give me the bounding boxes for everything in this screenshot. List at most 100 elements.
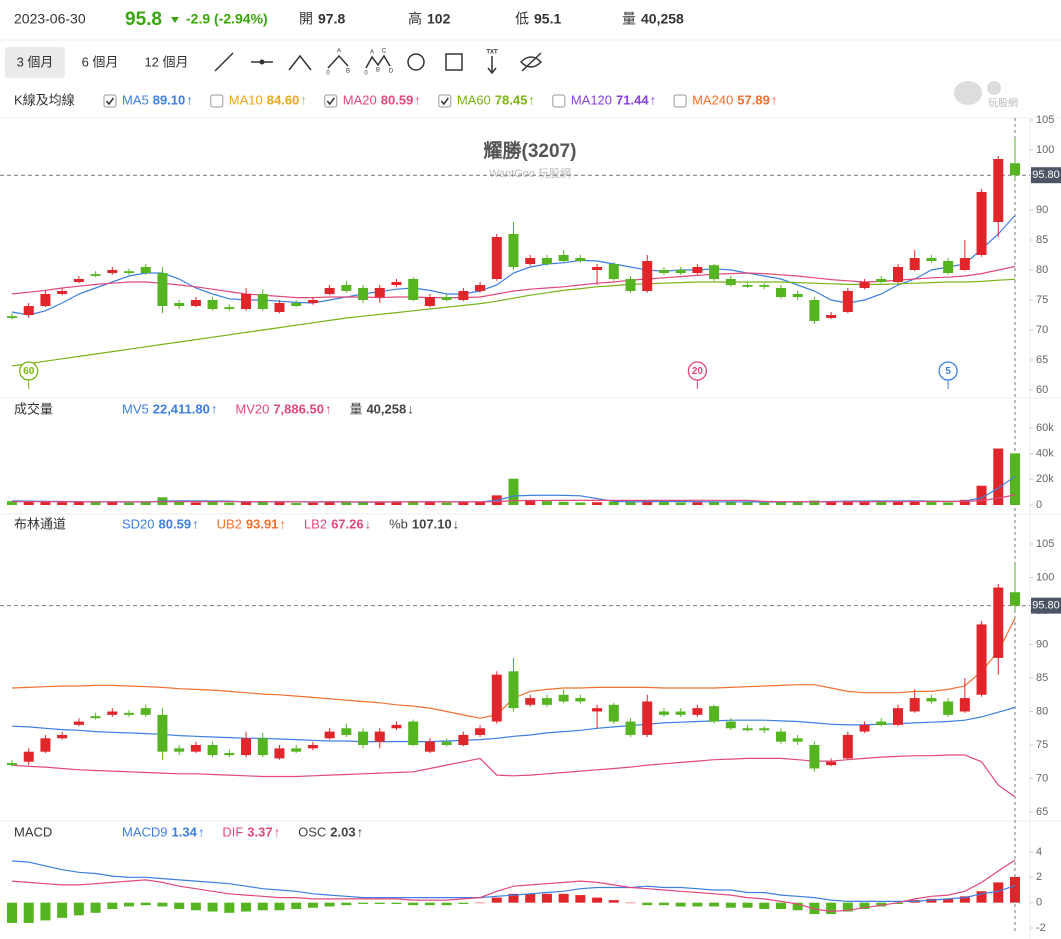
legend-checkbox[interactable] [210, 94, 224, 108]
candle-body [959, 258, 970, 270]
candle-body [391, 724, 402, 729]
candle-body [792, 294, 803, 297]
legend-name: SD20 [122, 516, 155, 531]
bar [625, 902, 636, 904]
candle-body [709, 706, 720, 722]
candle-body [241, 738, 252, 756]
legend-name: MA20 [343, 92, 377, 107]
bar [892, 501, 903, 505]
bar [441, 902, 452, 906]
legend-checkbox[interactable] [673, 94, 687, 108]
legend-checkbox[interactable] [438, 94, 452, 108]
candle-body [124, 271, 135, 273]
bar [57, 502, 68, 505]
legend-value: 107.10 [412, 516, 452, 531]
range-button[interactable] [135, 47, 198, 78]
bar [190, 902, 201, 911]
bar [959, 499, 970, 505]
candle-body [257, 294, 268, 309]
trend-line-tool[interactable] [214, 52, 234, 72]
bar [257, 501, 268, 505]
candle-body [307, 745, 318, 749]
candle-body [157, 273, 168, 306]
hide-tool[interactable] [519, 52, 543, 72]
candle-body [859, 282, 870, 288]
wave-label: 0 [326, 71, 330, 77]
range-button[interactable] [5, 47, 65, 78]
legend-value: 80.59 [381, 92, 414, 107]
bar [909, 501, 920, 505]
candle-body [324, 288, 335, 294]
bar [842, 902, 853, 912]
y-tick-label: 75 [1036, 294, 1048, 306]
candle-body [809, 300, 820, 321]
legend-value: 67.26 [331, 516, 364, 531]
checkmark [326, 97, 335, 106]
bar [842, 500, 853, 505]
candle-body [943, 701, 954, 715]
candle-body [775, 731, 786, 742]
rectangle-tool[interactable] [445, 53, 463, 71]
bar [107, 902, 118, 909]
bar [959, 896, 970, 903]
bar [40, 501, 51, 505]
candle-body [23, 306, 34, 315]
bar [709, 501, 720, 505]
y-tick-label: 0 [1036, 499, 1042, 511]
bar [73, 902, 84, 916]
legend-name: MA5 [122, 92, 149, 107]
bar [73, 501, 84, 505]
bar [876, 501, 887, 505]
candle-body [358, 731, 369, 745]
candle-body [926, 258, 937, 261]
legend-checkbox[interactable] [552, 94, 566, 108]
wave-label: C [382, 49, 387, 55]
y-tick-label: 80 [1036, 264, 1048, 276]
candle-body [592, 708, 603, 712]
bar [241, 501, 252, 505]
bar [976, 891, 987, 903]
quote-value: 40,258 [641, 11, 684, 27]
bar [759, 502, 770, 505]
legend-checkbox[interactable] [103, 94, 117, 108]
circle-tool[interactable] [407, 53, 425, 71]
candle-body [525, 258, 536, 264]
bar [157, 902, 168, 907]
candle-body [57, 734, 68, 739]
legend-title: 成交量 [14, 401, 53, 416]
bar [174, 902, 185, 909]
drawing-tools: A 0 B A C 0 B D TXT [214, 49, 543, 77]
bar [324, 902, 335, 907]
wave3-tool[interactable] [327, 54, 349, 69]
angle-tool[interactable] [288, 54, 312, 71]
bar [324, 501, 335, 505]
bar [207, 501, 218, 505]
bar [943, 898, 954, 903]
bar [424, 902, 435, 906]
legend-value: 84.60 [267, 92, 300, 107]
bar [190, 502, 201, 505]
bar [508, 478, 519, 505]
candle-body [692, 708, 703, 715]
series-line [11, 706, 1016, 743]
legend-value: 71.44 [616, 92, 649, 107]
bar [725, 902, 736, 908]
y-tick-label: 85 [1036, 672, 1048, 684]
checkmark [105, 97, 115, 106]
legend-arrow: ↑ [325, 401, 332, 416]
bar [107, 502, 118, 505]
legend-name: 量 [349, 401, 362, 416]
bar [625, 501, 636, 505]
wave5-tool[interactable] [365, 54, 391, 69]
legend-checkbox[interactable] [324, 94, 338, 108]
y-tick-label: 80 [1036, 705, 1048, 717]
y-tick-label: 2 [1036, 871, 1042, 883]
legend-name: MA10 [229, 92, 263, 107]
bar [274, 902, 285, 911]
candle-body [7, 316, 17, 318]
range-button[interactable] [70, 47, 130, 78]
legend-arrow: ↑ [279, 516, 286, 531]
bar [458, 502, 469, 505]
legend-value: 1.34 [172, 824, 198, 839]
